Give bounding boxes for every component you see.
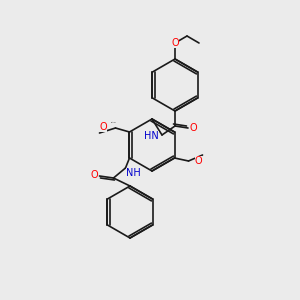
Text: NH: NH [127,168,141,178]
Text: HN: HN [144,131,159,141]
Text: O: O [171,38,179,48]
Text: O: O [91,170,98,180]
Text: O: O [100,122,107,132]
Text: O: O [194,156,202,166]
Text: Methoxy: Methoxy [110,122,116,123]
Text: O: O [189,123,197,133]
